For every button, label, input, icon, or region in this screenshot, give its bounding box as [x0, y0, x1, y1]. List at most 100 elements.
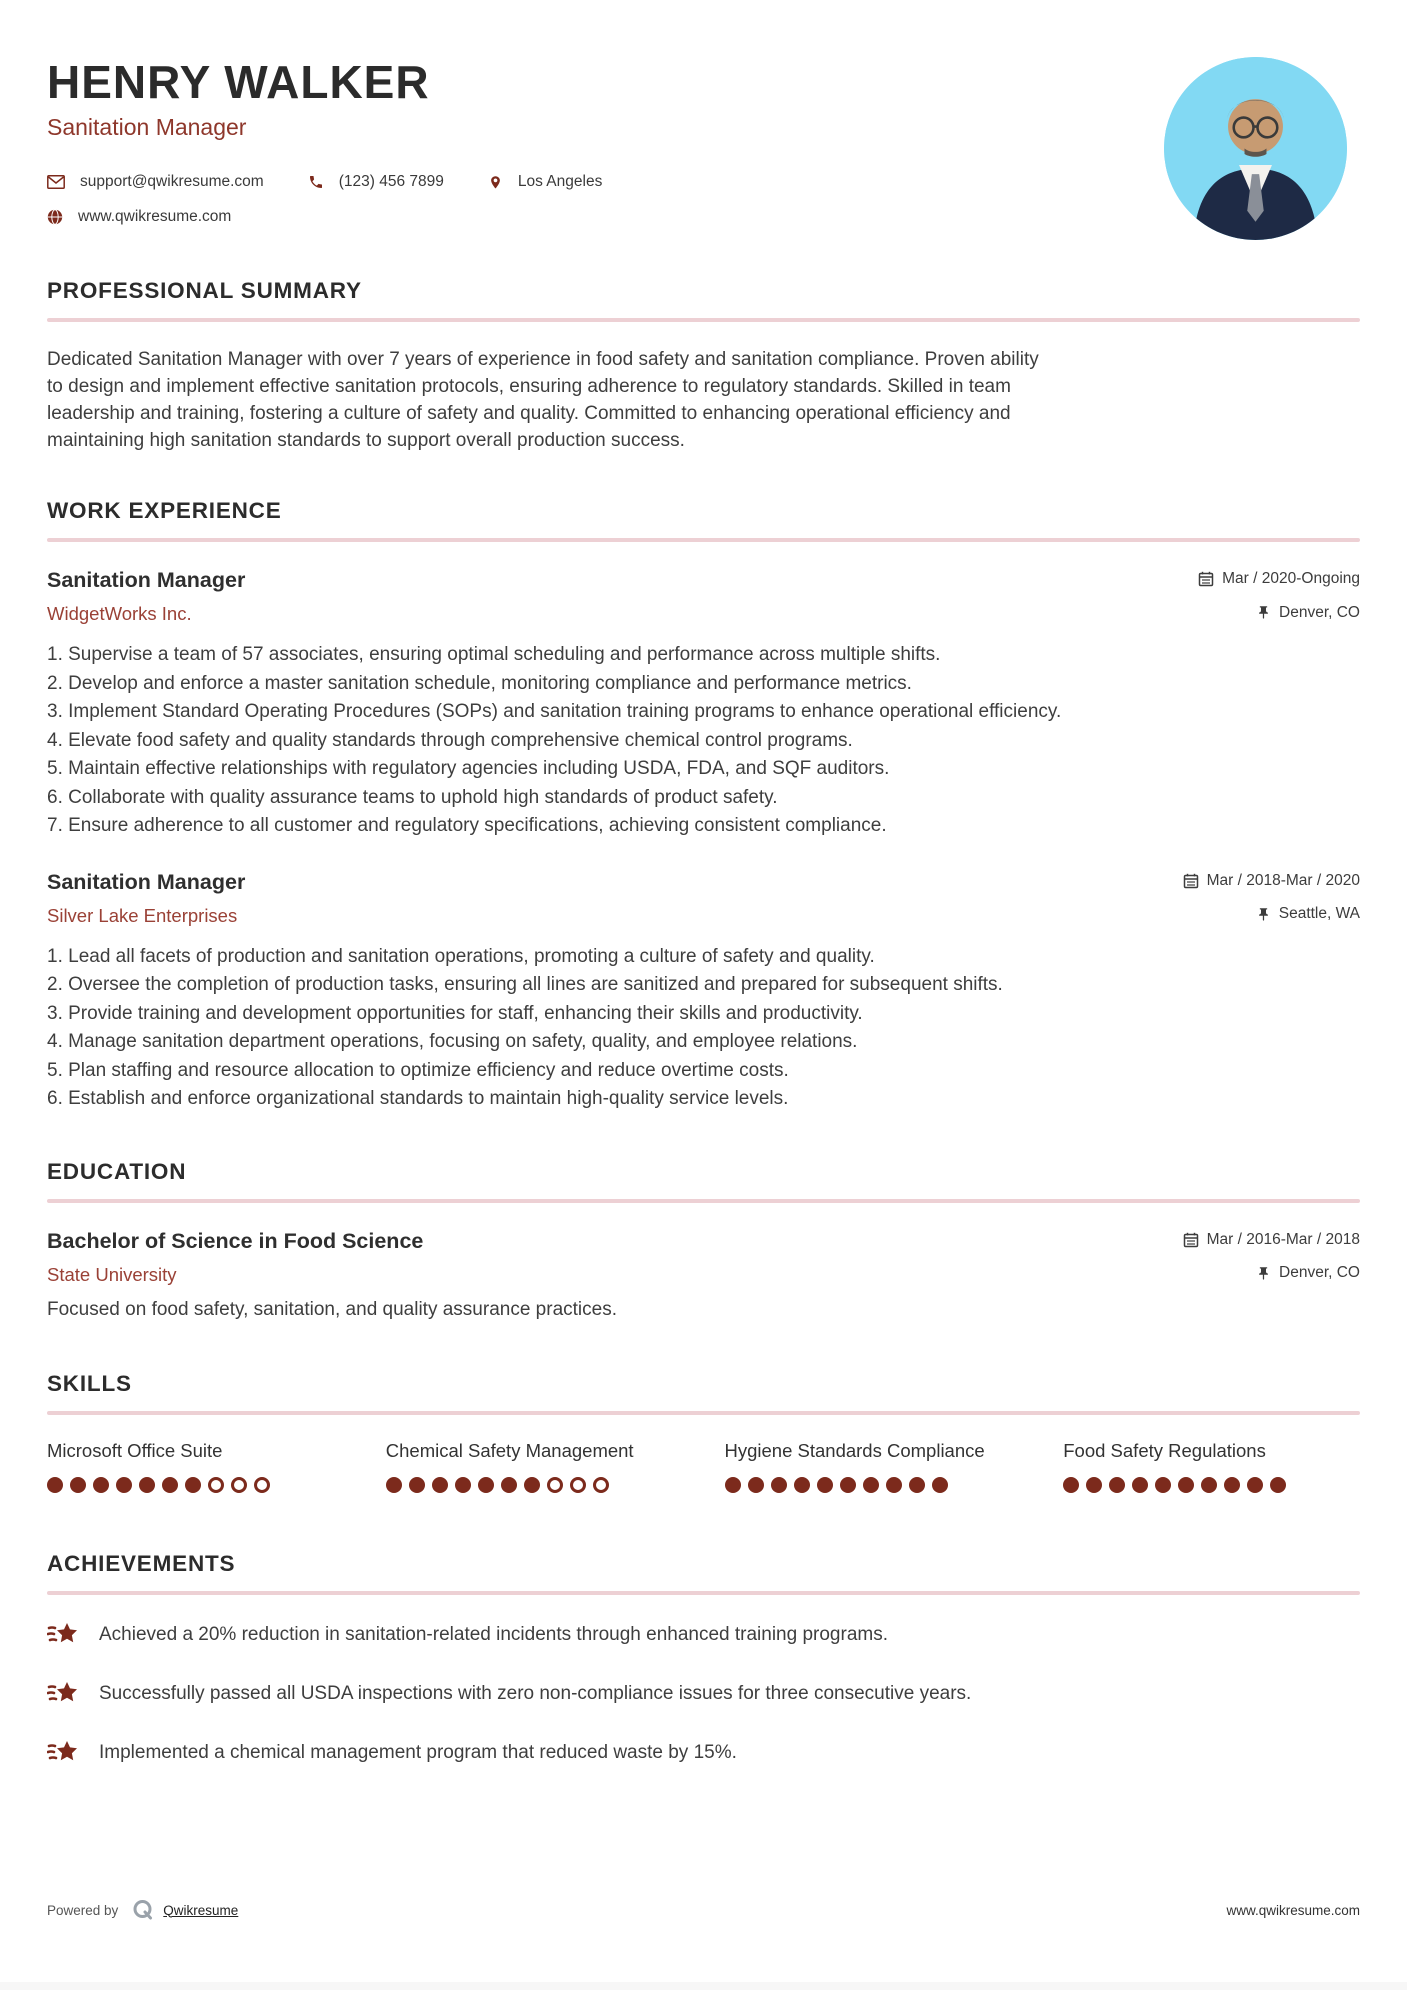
brand-link[interactable]: Qwikresume: [163, 1902, 239, 1918]
job-bullet: 5. Maintain effective relationships with…: [47, 758, 890, 780]
job-location-text: Seattle, WA: [1278, 905, 1360, 923]
section-heading-skills: SKILLS: [47, 1370, 132, 1396]
section-work-experience: WORK EXPERIENCE Sanitation Manager Mar /…: [47, 498, 1360, 1113]
contact-phone[interactable]: (123) 456 7899: [308, 173, 444, 191]
skill-dot-filled: [70, 1476, 86, 1493]
skill-dot-filled: [793, 1476, 810, 1493]
skill-dot-filled: [1201, 1476, 1218, 1493]
job-company: Silver Lake Enterprises: [47, 904, 238, 926]
footer-website: www.qwikresume.com: [1226, 1902, 1360, 1918]
contact-email[interactable]: support@qwikresume.com: [47, 173, 264, 191]
skill-item: Food Safety Regulations: [1063, 1439, 1360, 1493]
shooting-star-icon: [46, 1678, 79, 1713]
skill-dot-empty: [254, 1476, 270, 1493]
section-divider: [47, 1590, 1360, 1595]
job-bullet: 7. Ensure adherence to all customer and …: [47, 815, 887, 837]
skill-dot-filled: [93, 1476, 109, 1493]
education-dates: Mar / 2016-Mar / 2018: [1183, 1231, 1360, 1249]
skill-dot-empty: [208, 1476, 224, 1493]
footer: Powered by Qwikresume www.qwikresume.com: [47, 1898, 1360, 1922]
skill-item: Hygiene Standards Compliance: [724, 1439, 1022, 1493]
contact-location-text: Los Angeles: [517, 173, 603, 191]
calendar-icon: [1183, 873, 1199, 889]
job-bullets: 1. Supervise a team of 57 associates, en…: [47, 641, 1360, 840]
section-professional-summary: PROFESSIONAL SUMMARY Dedicated Sanitatio…: [47, 278, 1360, 454]
skill-dot-filled: [500, 1476, 517, 1493]
job-bullet: 3. Implement Standard Operating Procedur…: [47, 701, 1062, 723]
powered-by-label: Powered by: [47, 1902, 119, 1918]
skill-dot-filled: [724, 1476, 741, 1493]
contact-phone-text: (123) 456 7899: [338, 173, 444, 191]
education-degree: Bachelor of Science in Food Science: [47, 1228, 424, 1253]
skill-name: Food Safety Regulations: [1063, 1439, 1266, 1461]
contact-row-website: www.qwikresume.com: [47, 208, 1360, 226]
job-entry: Sanitation Manager Mar / 2020-Ongoing Wi…: [47, 568, 1360, 840]
person-name: HENRY WALKER: [47, 56, 430, 108]
skill-dot-filled: [116, 1476, 132, 1493]
contact-website-text: www.qwikresume.com: [78, 208, 232, 226]
section-heading-summary: PROFESSIONAL SUMMARY: [47, 278, 362, 304]
skill-dot-filled: [1132, 1476, 1149, 1493]
skill-dot-empty: [546, 1476, 563, 1493]
skill-dot-filled: [1178, 1476, 1195, 1493]
skill-dot-filled: [1063, 1476, 1080, 1493]
skill-dot-filled: [931, 1476, 948, 1493]
job-bullet: 6. Establish and enforce organizational …: [47, 1088, 789, 1110]
calendar-icon: [1183, 1232, 1199, 1248]
job-bullet: 3. Provide training and development oppo…: [47, 1002, 863, 1024]
envelope-icon: [47, 175, 65, 190]
phone-icon: [308, 174, 324, 190]
globe-icon: [47, 209, 63, 225]
skill-dot-filled: [885, 1476, 902, 1493]
skill-dot-empty: [592, 1476, 609, 1493]
education-entry: Bachelor of Science in Food Science Mar …: [47, 1229, 1360, 1321]
skill-dot-filled: [1109, 1476, 1126, 1493]
job-location: Seattle, WA: [1256, 905, 1360, 923]
skill-dot-filled: [454, 1476, 471, 1493]
map-pin-icon: [488, 174, 503, 191]
section-education: EDUCATION Bachelor of Science in Food Sc…: [47, 1159, 1360, 1321]
skill-rating: [385, 1476, 683, 1493]
contact-row: support@qwikresume.com (123) 456 7899 Lo…: [47, 173, 1360, 191]
skill-name: Microsoft Office Suite: [47, 1439, 223, 1461]
skill-dot-filled: [747, 1476, 764, 1493]
achievement-text: Successfully passed all USDA inspections…: [99, 1682, 972, 1704]
job-entry: Sanitation Manager Mar / 2018-Mar / 2020…: [47, 870, 1360, 1113]
skill-dot-filled: [770, 1476, 787, 1493]
skill-rating: [1063, 1476, 1360, 1493]
skill-dot-filled: [185, 1476, 201, 1493]
profile-photo-illustration: [1164, 57, 1347, 240]
skills-grid: Microsoft Office Suite Chemical Safety M…: [47, 1439, 1360, 1493]
job-dates: Mar / 2018-Mar / 2020: [1183, 872, 1360, 890]
skill-dot-filled: [1270, 1476, 1287, 1493]
skill-dot-filled: [1155, 1476, 1172, 1493]
skill-dot-filled: [862, 1476, 879, 1493]
shooting-star-icon: [46, 1737, 79, 1772]
q-logo: [131, 1898, 155, 1922]
education-school: State University: [47, 1263, 177, 1285]
job-location: Denver, CO: [1256, 604, 1360, 622]
skill-item: Microsoft Office Suite: [47, 1439, 344, 1493]
job-bullet: 1. Supervise a team of 57 associates, en…: [47, 644, 941, 666]
achievement-item: Implemented a chemical management progra…: [46, 1737, 1360, 1772]
skill-dot-filled: [477, 1476, 494, 1493]
achievement-text: Implemented a chemical management progra…: [99, 1741, 737, 1763]
job-bullet: 2. Oversee the completion of production …: [47, 974, 1003, 996]
job-dates-text: Mar / 2020-Ongoing: [1222, 570, 1360, 588]
job-bullet: 1. Lead all facets of production and san…: [47, 945, 875, 967]
job-bullets: 1. Lead all facets of production and san…: [47, 943, 1360, 1113]
job-title: Sanitation Manager: [47, 568, 246, 593]
job-title: Sanitation Manager: [47, 869, 246, 894]
section-heading-experience: WORK EXPERIENCE: [47, 498, 282, 524]
achievement-item: Successfully passed all USDA inspections…: [46, 1678, 1360, 1713]
education-description: Focused on food safety, sanitation, and …: [47, 1298, 617, 1320]
skill-dot-empty: [231, 1476, 247, 1493]
skill-name: Hygiene Standards Compliance: [724, 1439, 985, 1461]
job-company: WidgetWorks Inc.: [47, 603, 192, 625]
contact-website[interactable]: www.qwikresume.com: [47, 208, 231, 226]
contact-location: Los Angeles: [488, 173, 602, 191]
bottom-strip: [0, 1982, 1407, 1990]
skill-dot-filled: [523, 1476, 540, 1493]
skill-dot-filled: [431, 1476, 448, 1493]
resume-page: HENRY WALKER Sanitation Manager support@…: [46, 56, 1360, 1772]
